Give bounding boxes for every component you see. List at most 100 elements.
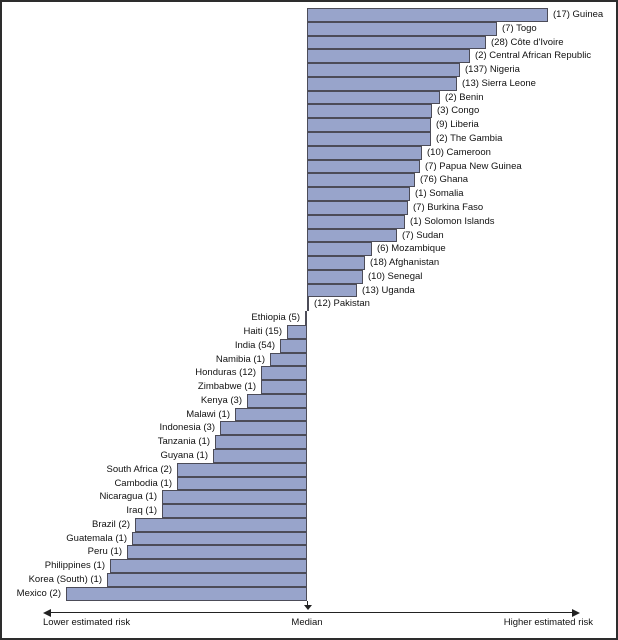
chart-row: Malawi (1) [2,407,616,422]
chart-row: Nicaragua (1) [2,490,616,505]
bar-label: Korea (South) (1) [28,574,102,586]
bar-label: (6) Mozambique [377,243,446,255]
risk-bar [135,517,307,532]
risk-bar [307,256,365,270]
bar-label: (137) Nigeria [465,64,520,76]
risk-bar [280,338,307,353]
bar-label: (7) Togo [502,22,537,34]
bar-label: Ethiopia (5) [251,312,300,324]
bar-label: (9) Liberia [436,119,479,131]
risk-bar [307,145,422,160]
axis-label-median: Median [291,617,323,628]
axis-left-arrow-icon [43,609,51,617]
risk-bar [307,297,309,312]
chart-row: (7) Burkina Faso [2,200,616,215]
risk-bar [307,35,486,50]
risk-bar [162,504,307,518]
risk-bar [307,76,457,91]
chart-row: Guyana (1) [2,449,616,463]
risk-bar [307,8,548,22]
bar-label: Cambodia (1) [114,477,172,489]
chart-row: (13) Sierra Leone [2,76,616,91]
risk-bar [307,159,420,174]
risk-bar [307,187,410,201]
risk-bar [307,242,372,257]
chart-row: (3) Congo [2,104,616,119]
bar-label: Guatemala (1) [66,532,127,544]
chart-row: (7) Sudan [2,228,616,243]
risk-bar [220,421,307,436]
risk-bar [215,435,307,449]
bar-label: (17) Guinea [553,9,604,20]
risk-bar [247,393,307,408]
chart-row: (2) Central African Republic [2,49,616,64]
bar-label: Brazil (2) [91,518,130,530]
axis-label-lower: Lower estimated risk [43,617,131,628]
risk-bar [132,531,307,546]
bar-label: Haiti (15) [243,325,282,337]
bar-label: (76) Ghana [420,174,469,186]
risk-bar [261,366,307,381]
bar-label: India (54) [234,339,275,351]
risk-bar [307,63,460,77]
chart-row: (12) Pakistan [2,297,616,312]
bar-label: (7) Burkina Faso [413,201,484,213]
chart-row: (10) Cameroon [2,145,616,160]
chart-row: India (54) [2,338,616,353]
bar-label: (3) Congo [437,105,480,117]
chart-row: (1) Solomon Islands [2,214,616,229]
risk-bar [235,407,307,422]
bar-label: (2) The Gambia [436,133,503,145]
risk-bar [127,545,307,560]
bar-label: Mexico (2) [16,587,61,599]
chart-row: Brazil (2) [2,517,616,532]
bar-label: (12) Pakistan [314,298,370,310]
chart-row: Peru (1) [2,545,616,560]
chart-row: (13) Uganda [2,283,616,298]
axis-right-arrow-icon [572,609,580,617]
median-down-arrow-icon [303,605,312,610]
risk-bar [287,324,307,339]
bar-label: South Africa (2) [106,463,172,475]
chart-row: Haiti (15) [2,324,616,339]
bar-label: (10) Cameroon [427,146,491,158]
chart-row: (137) Nigeria [2,63,616,77]
bar-label: (13) Uganda [362,284,415,296]
bar-label: (7) Sudan [402,229,444,241]
chart-row: Guatemala (1) [2,531,616,546]
chart-row: Namibia (1) [2,352,616,367]
chart-row: (1) Somalia [2,187,616,201]
bar-label: (1) Somalia [415,188,464,200]
bar-label: (1) Solomon Islands [410,215,495,227]
chart-row: Korea (South) (1) [2,573,616,587]
chart-row: (6) Mozambique [2,242,616,257]
chart-row: Tanzania (1) [2,435,616,449]
risk-bar [177,462,307,477]
risk-bar [66,586,307,601]
chart-row: Zimbabwe (1) [2,380,616,394]
chart-row: Kenya (3) [2,393,616,408]
risk-bar [162,490,307,505]
risk-bar [307,104,432,119]
risk-bar [177,476,307,491]
axis-label-higher: Higher estimated risk [503,617,593,628]
risk-bar [307,90,440,105]
chart-row: (2) Benin [2,90,616,105]
chart-row: (9) Liberia [2,118,616,133]
chart-row: (7) Togo [2,21,616,36]
chart-row: (10) Senegal [2,269,616,284]
bar-label: Iraq (1) [126,505,157,517]
bar-label: Zimbabwe (1) [197,381,256,393]
bar-label: Indonesia (3) [159,422,215,434]
chart-row: Honduras (12) [2,366,616,381]
risk-axis [50,612,572,613]
chart-row: Philippines (1) [2,559,616,574]
chart-row: (17) Guinea [2,8,616,22]
chart-row: Mexico (2) [2,586,616,601]
chart-row: (18) Afghanistan [2,256,616,270]
bar-label: Honduras (12) [195,367,256,379]
bar-label: (7) Papua New Guinea [425,160,522,172]
bar-label: Peru (1) [87,546,122,558]
bar-label: (18) Afghanistan [370,257,440,269]
